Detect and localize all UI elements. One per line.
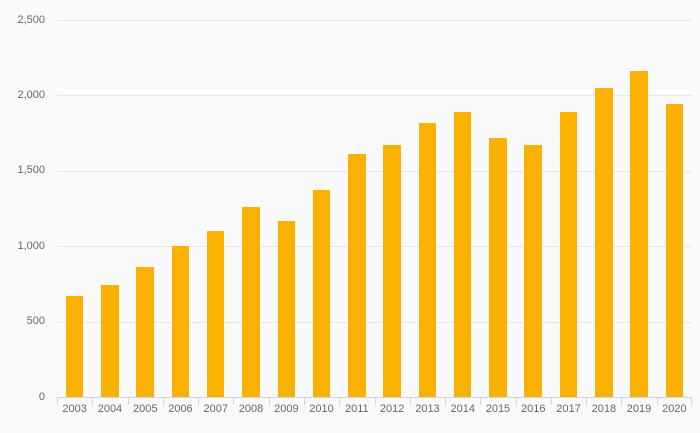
- x-axis-tick: [57, 397, 58, 405]
- x-axis-tick: [304, 397, 305, 405]
- bar-2010[interactable]: [312, 190, 331, 397]
- x-axis-tick: [445, 397, 446, 405]
- bar-2005[interactable]: [136, 267, 154, 397]
- x-axis-label: 2008: [238, 403, 264, 415]
- x-axis-label: 2020: [662, 403, 687, 415]
- plot-area: [57, 20, 692, 405]
- bar-2009[interactable]: [277, 220, 296, 397]
- bar-2008[interactable]: [242, 207, 260, 397]
- bar-2004[interactable]: [101, 285, 119, 397]
- bar-2020[interactable]: [665, 104, 684, 397]
- x-axis-label: 2012: [379, 403, 405, 415]
- bar-2011[interactable]: [348, 154, 366, 397]
- x-axis-tick: [375, 397, 376, 405]
- gridline: [57, 20, 692, 21]
- bar-2012[interactable]: [383, 145, 401, 397]
- x-axis-label: 2015: [485, 403, 511, 415]
- gridline: [57, 246, 692, 247]
- y-axis-label: 0: [38, 391, 45, 403]
- bar-2014[interactable]: [453, 112, 472, 397]
- y-axis-label: 500: [26, 315, 45, 327]
- x-axis-label: 2018: [591, 403, 617, 415]
- x-axis-label: 2009: [274, 403, 299, 415]
- x-axis-label: 2004: [97, 403, 123, 415]
- y-axis-label: 2,500: [17, 14, 45, 26]
- x-axis-tick: [551, 397, 552, 405]
- x-axis-label: 2003: [62, 403, 87, 415]
- y-axis-label: 1,000: [17, 240, 45, 252]
- x-axis-label: 2010: [309, 403, 334, 415]
- x-axis-tick: [92, 397, 93, 405]
- bar-2017[interactable]: [559, 112, 578, 397]
- bar-2013[interactable]: [418, 122, 437, 397]
- x-axis-tick: [198, 397, 199, 405]
- y-axis-label: 1,500: [17, 164, 45, 176]
- x-axis-label: 2006: [168, 403, 193, 415]
- bar-2016[interactable]: [524, 145, 542, 397]
- bar-2019[interactable]: [630, 71, 648, 397]
- x-axis-tick: [657, 397, 658, 405]
- gridline: [57, 171, 692, 172]
- x-axis-tick: [691, 397, 692, 405]
- x-axis-tick: [128, 397, 129, 405]
- bar-2007[interactable]: [206, 231, 225, 397]
- x-axis-label: 2011: [345, 403, 369, 415]
- x-axis-tick: [480, 397, 481, 405]
- x-axis-tick: [269, 397, 270, 405]
- x-axis-tick: [410, 397, 411, 405]
- bar-2018[interactable]: [595, 87, 613, 397]
- x-axis-tick: [163, 397, 164, 405]
- x-axis-tick: [233, 397, 234, 405]
- x-axis-label: 2014: [450, 403, 475, 415]
- x-axis-label: 2007: [203, 403, 228, 415]
- x-axis-tick: [586, 397, 587, 405]
- x-axis-tick: [516, 397, 517, 405]
- x-axis-label: 2005: [133, 403, 158, 415]
- bar-2006[interactable]: [171, 246, 190, 397]
- x-axis-tick: [339, 397, 340, 405]
- gridline: [57, 95, 692, 96]
- bar-2015[interactable]: [489, 137, 507, 397]
- gridline: [57, 322, 692, 323]
- bar-2003[interactable]: [65, 296, 84, 397]
- x-axis-label: 2019: [626, 403, 652, 415]
- x-axis-label: 2013: [415, 403, 440, 415]
- y-axis-label: 2,000: [17, 89, 45, 101]
- x-axis-label: 2017: [556, 403, 581, 415]
- x-axis-tick: [621, 397, 622, 405]
- x-axis-label: 2016: [521, 403, 546, 415]
